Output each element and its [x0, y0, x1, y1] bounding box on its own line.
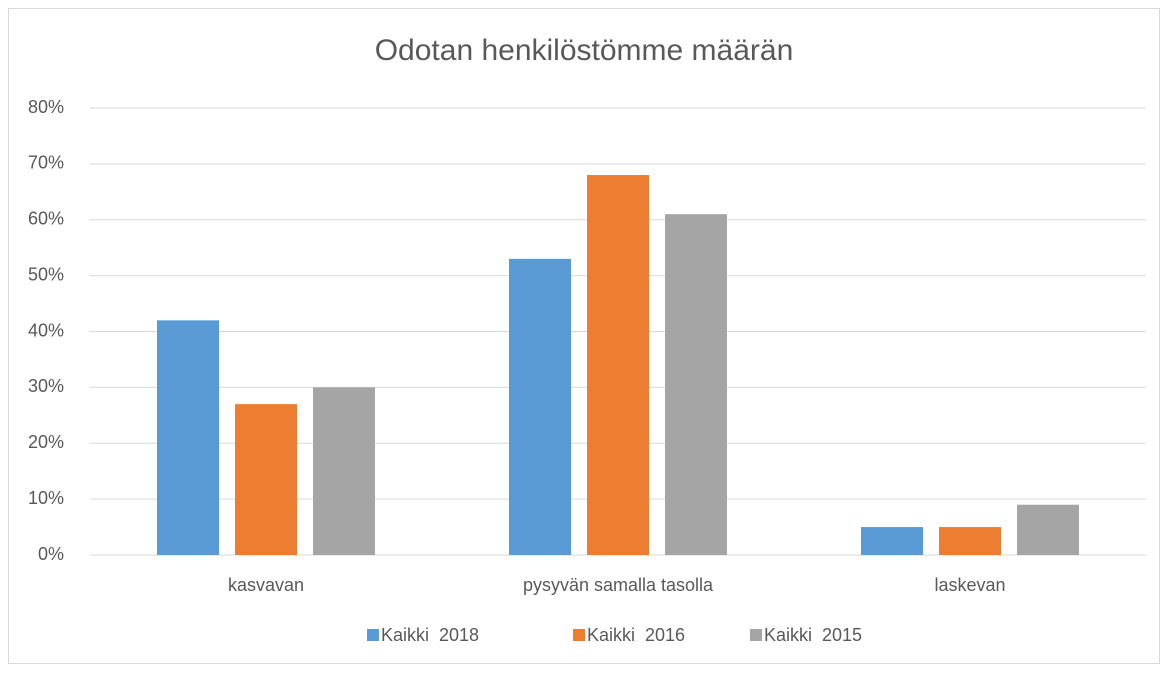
y-tick-label: 10% [28, 488, 64, 508]
bar [587, 175, 649, 556]
y-tick-label: 20% [28, 432, 64, 452]
y-tick-label: 80% [28, 97, 64, 117]
bar [509, 258, 571, 555]
bar [1017, 504, 1079, 555]
y-tick-label: 50% [28, 264, 64, 284]
y-tick-label: 30% [28, 376, 64, 396]
bar [313, 387, 375, 555]
y-tick-label: 40% [28, 320, 64, 340]
legend-label: Kaikki 2018 [381, 625, 479, 645]
legend-swatch [573, 629, 585, 641]
y-tick-label: 0% [38, 544, 64, 564]
y-tick-label: 60% [28, 209, 64, 229]
bar [939, 527, 1001, 555]
legend-label: Kaikki 2016 [587, 625, 685, 645]
legend-swatch [367, 629, 379, 641]
x-tick-label: laskevan [934, 575, 1005, 595]
x-tick-label: kasvavan [228, 575, 304, 595]
x-tick-label: pysyvän samalla tasolla [523, 575, 714, 595]
chart-title: Odotan henkilöstömme määrän [375, 34, 794, 67]
legend-swatch [750, 629, 762, 641]
bar [665, 214, 727, 555]
bar [157, 320, 219, 555]
legend-label: Kaikki 2015 [764, 625, 862, 645]
bar [235, 404, 297, 555]
y-tick-label: 70% [28, 153, 64, 173]
bar [861, 527, 923, 555]
